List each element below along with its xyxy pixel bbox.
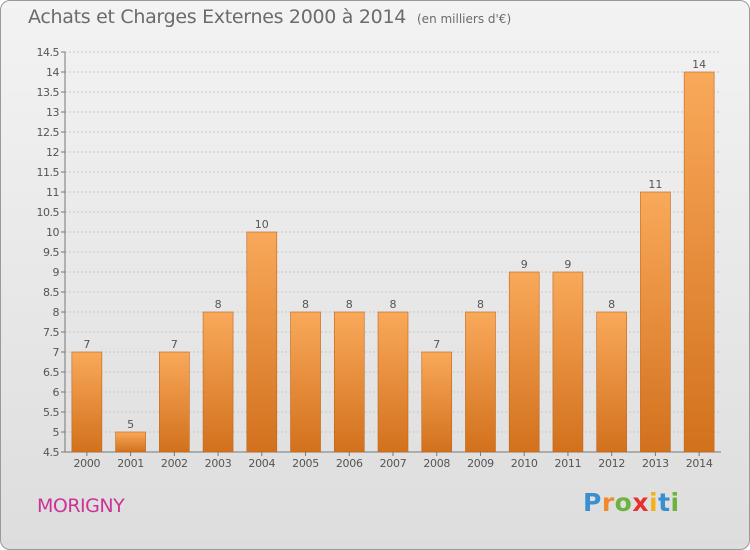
y-tick-label: 10.5 <box>37 206 60 219</box>
logo-letter: t <box>658 488 671 517</box>
data-label: 7 <box>83 338 90 351</box>
x-tick-label: 2006 <box>336 457 363 470</box>
x-tick-label: 2010 <box>511 457 538 470</box>
y-tick-label: 5 <box>53 426 60 439</box>
data-label: 10 <box>255 218 269 231</box>
bar <box>290 311 321 453</box>
commune-name: MORIGNY <box>37 495 125 517</box>
data-label: 9 <box>564 258 571 271</box>
y-tick-label: 11.5 <box>37 166 60 179</box>
bar <box>465 311 496 453</box>
x-tick-label: 2014 <box>686 457 713 470</box>
data-label: 8 <box>215 298 222 311</box>
y-tick-label: 7.5 <box>43 326 59 339</box>
logo-letter: P <box>583 488 602 517</box>
y-tick-label: 9 <box>53 266 60 279</box>
proxiti-logo: Proxiti <box>583 488 680 517</box>
bar <box>508 271 540 453</box>
bar <box>552 271 584 453</box>
bar <box>71 351 103 453</box>
x-tick-label: 2003 <box>205 457 232 470</box>
data-label: 14 <box>692 58 706 71</box>
x-tick-label: 2001 <box>117 457 144 470</box>
x-tick-label: 2012 <box>598 457 625 470</box>
y-tick-label: 13.5 <box>37 86 60 99</box>
logo-letter: x <box>632 488 649 517</box>
bar <box>202 311 234 453</box>
data-label: 11 <box>648 178 662 191</box>
chart-subtitle: (en milliers d'€) <box>417 12 512 26</box>
y-tick-label: 4.5 <box>43 446 59 459</box>
x-tick-label: 2002 <box>161 457 188 470</box>
data-label: 7 <box>171 338 178 351</box>
logo-letter: i <box>649 488 659 517</box>
bar <box>246 231 278 453</box>
y-tick-label: 12 <box>46 146 59 159</box>
bar <box>683 71 715 453</box>
y-tick-label: 13 <box>46 106 59 119</box>
y-tick-label: 10 <box>46 226 59 239</box>
chart-title: Achats et Charges Externes 2000 à 2014 <box>28 6 407 28</box>
data-label: 8 <box>608 298 615 311</box>
logo-letter: i <box>670 488 680 517</box>
bar <box>421 351 453 453</box>
bar <box>640 191 671 453</box>
logo-letter: o <box>614 488 633 517</box>
bar <box>333 311 365 453</box>
data-label: 8 <box>477 298 484 311</box>
data-label: 8 <box>302 298 309 311</box>
x-tick-label: 2008 <box>423 457 450 470</box>
y-tick-label: 14.5 <box>37 46 60 59</box>
y-tick-label: 14 <box>46 66 59 79</box>
x-tick-label: 2005 <box>292 457 319 470</box>
y-tick-label: 11 <box>46 186 59 199</box>
y-tick-label: 9.5 <box>43 246 59 259</box>
y-tick-label: 6.5 <box>43 366 59 379</box>
x-tick-label: 2007 <box>380 457 407 470</box>
data-label: 8 <box>390 298 397 311</box>
y-tick-label: 8.5 <box>43 286 59 299</box>
data-label: 9 <box>521 258 528 271</box>
data-label: 8 <box>346 298 353 311</box>
x-tick-label: 2011 <box>555 457 582 470</box>
x-tick-label: 2004 <box>248 457 275 470</box>
data-label: 5 <box>127 418 134 431</box>
y-tick-label: 5.5 <box>43 406 59 419</box>
x-tick-label: 2013 <box>642 457 669 470</box>
bar <box>377 311 409 453</box>
logo-letter: r <box>601 488 615 517</box>
y-tick-label: 12.5 <box>37 126 60 139</box>
y-tick-label: 7 <box>53 346 60 359</box>
y-tick-label: 8 <box>53 306 60 319</box>
bar <box>159 351 190 453</box>
y-tick-label: 6 <box>53 386 60 399</box>
bar <box>115 431 146 453</box>
x-tick-label: 2009 <box>467 457 494 470</box>
bar <box>596 311 627 453</box>
data-label: 7 <box>433 338 440 351</box>
x-tick-label: 2000 <box>73 457 100 470</box>
